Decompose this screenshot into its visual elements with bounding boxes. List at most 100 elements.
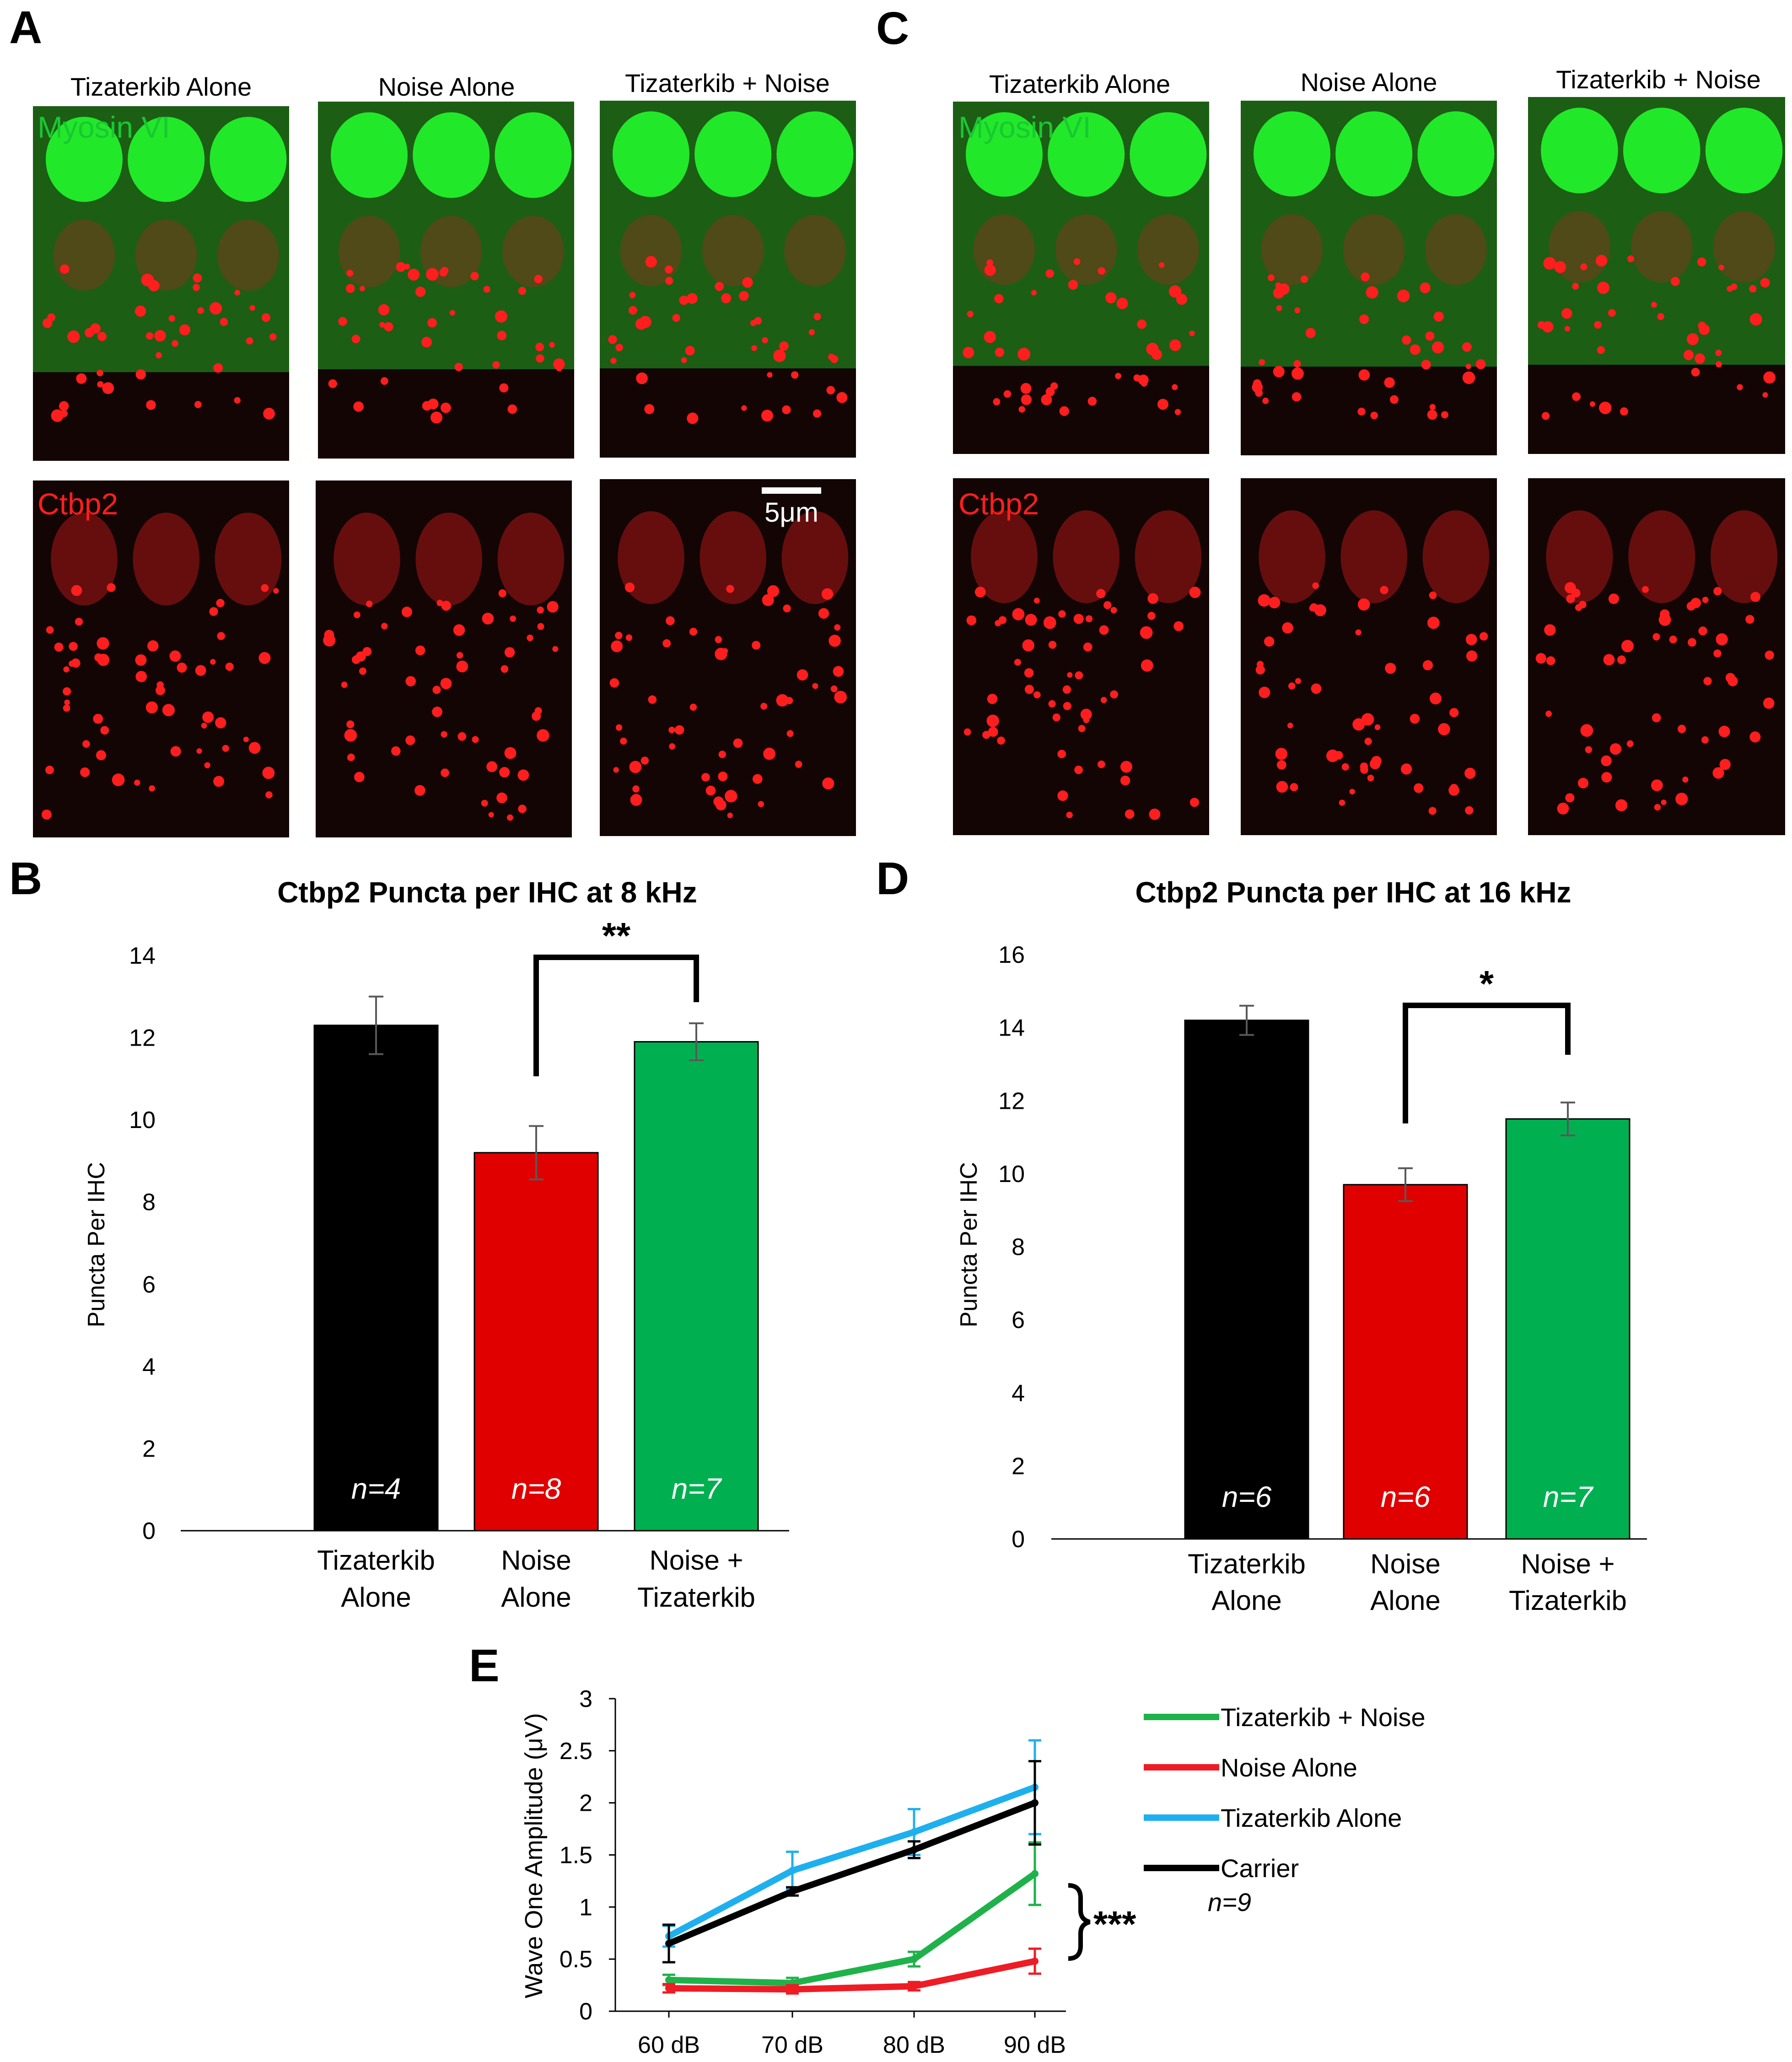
chart-b-category-2-line2: Alone [501,1582,571,1613]
scale-bar [762,487,821,494]
chart-b-ytick-0: 0 [142,1518,156,1544]
micrograph-c3-myosin [1528,97,1785,454]
chart-e-ytick-2.5: 2.5 [560,1738,592,1765]
chart-d-category-2-line2: Alone [1370,1585,1440,1616]
micro-a-title-1: Tizaterkib Alone [70,72,252,101]
chart-e-xtick-2: 70 dB [761,2032,823,2058]
chart-d-bar-label-1: n=6 [1222,1480,1272,1513]
chart-e-point-noise-alone-2 [789,1986,796,1993]
chart-b-bar-label-1: n=4 [351,1472,401,1505]
chart-e-point-tizaterkib-alone-3 [910,1828,918,1836]
micro-a-title-3: Tizaterkib + Noise [625,69,830,97]
chart-e-significance-brace [1068,1883,1091,1961]
chart-e-point-tizaterkib-noise-3 [910,1955,918,1963]
chart-b-ytick-8: 8 [142,1189,156,1216]
micrograph-c1-ctbp2 [953,478,1209,835]
chart-e-ytick-1: 1 [579,1894,592,1921]
chart-e-xtick-1: 60 dB [638,2032,700,2058]
chart-b-category-1-line1: Tizaterkib [317,1545,435,1576]
chart-e-legend-label-tizaterkib-noise: Tizaterkib + Noise [1221,1703,1426,1732]
chart-e-xtick-3: 80 dB [883,2032,945,2058]
chart-b-category-3-line2: Tizaterkib [637,1582,755,1613]
channel-label-c-ctbp2: Ctbp2 [958,487,1039,521]
chart-b-ytick-6: 6 [142,1271,156,1298]
chart-e-line-carrier [667,1800,1036,1947]
chart-d-significance-label: * [1480,963,1494,1004]
chart-b-ytick-2: 2 [142,1436,156,1462]
chart-b-title: Ctbp2 Puncta per IHC at 8 kHz [277,876,697,909]
chart-e-line-tizaterkib-noise [668,1871,1037,1986]
chart-e-ytick-2: 2 [579,1790,592,1817]
chart-b-ytick-10: 10 [129,1107,156,1134]
chart-b-ytick-4: 4 [142,1354,156,1380]
chart-e-point-tizaterkib-noise-1 [665,1976,673,1984]
chart-b-category-1-line2: Alone [341,1582,411,1613]
chart-d-ytick-12: 12 [998,1088,1025,1114]
chart-e-significance-label: *** [1093,1904,1136,1944]
micrograph-a3-myosin [600,101,856,458]
chart-d-category-1-line1: Tizaterkib [1188,1549,1306,1579]
scale-bar-label: 5μm [764,497,818,528]
micrograph-c3-ctbp2 [1528,478,1785,835]
chart-d-ytick-16: 16 [998,942,1025,968]
chart-d-ytick-0: 0 [1012,1526,1025,1553]
chart-e-point-tizaterkib-noise-4 [1031,1870,1039,1878]
chart-d-bar-label-2: n=6 [1381,1480,1431,1513]
chart-d-bar-3 [1505,1118,1631,1540]
chart-e-point-carrier-1 [665,1940,673,1948]
micrograph-c2-ctbp2 [1241,478,1497,835]
panel-letter-d: D [876,853,909,904]
panel-letter-b: B [9,853,43,904]
chart-e-point-noise-alone-3 [910,1982,918,1990]
micrograph-a1-ctbp2 [33,480,289,837]
chart-e-point-carrier-4 [1031,1799,1039,1807]
chart-e-ytick-1.5: 1.5 [560,1842,592,1869]
chart-e-ytick-0: 0 [579,1998,592,2025]
chart-d-ytick-8: 8 [1012,1234,1025,1261]
chart-d-ytick-10: 10 [998,1161,1025,1188]
chart-b-category-3-line1: Noise + [649,1545,743,1576]
chart-d-category-2-line1: Noise [1370,1549,1440,1579]
micrograph-a1-myosin [33,106,289,461]
micro-a-title-2: Noise Alone [378,72,515,101]
chart-d-bar-1 [1184,1020,1309,1540]
chart-e-line-noise-alone [668,1958,1036,1993]
micro-c-title-1: Tizaterkib Alone [989,70,1171,98]
panel-letter-e: E [469,1640,500,1691]
chart-b-bar-1 [313,1025,439,1532]
chart-e-n-label: n=9 [1208,1888,1251,1916]
chart-b-significance-bracket [533,955,699,1076]
chart-b-bar-label-3: n=7 [672,1472,722,1505]
chart-e-legend-label-carrier: Carrier [1221,1854,1299,1883]
chart-e-point-carrier-2 [789,1888,796,1895]
chart-b-ytick-14: 14 [129,943,156,969]
chart-e-xtick-4: 90 dB [1004,2032,1066,2058]
chart-d-ytick-14: 14 [998,1015,1025,1042]
chart-d-ytick-2: 2 [1012,1453,1025,1479]
micrograph-a2-ctbp2 [316,480,572,837]
panel-letter-a: A [9,2,43,53]
chart-d-bar-label-3: n=7 [1543,1480,1594,1513]
channel-label-a-ctbp2: Ctbp2 [38,487,118,521]
chart-e-point-noise-alone-4 [1031,1957,1039,1965]
chart-d-ytick-4: 4 [1012,1380,1025,1407]
chart-e-line-tizaterkib-alone [667,1784,1036,1939]
chart-b-category-2-line1: Noise [501,1545,571,1576]
chart-e-point-tizaterkib-alone-2 [789,1867,796,1874]
chart-d-title: Ctbp2 Puncta per IHC at 16 kHz [1135,876,1571,909]
micrograph-c1-myosin [953,102,1209,454]
chart-e-ytick-0.5: 0.5 [560,1946,592,1973]
channel-label-a-myosin: Myosin VI [38,110,170,144]
chart-e-ytick-3: 3 [579,1686,592,1712]
channel-label-c-myosin: Myosin VI [958,110,1091,144]
chart-b-significance-label: ** [602,915,631,956]
chart-b-bar-3 [634,1041,759,1532]
micrograph-c2-myosin [1241,101,1497,455]
chart-d-significance-bracket [1403,1003,1571,1123]
chart-d-category-3-line1: Noise + [1521,1549,1614,1579]
chart-b-ytick-12: 12 [129,1025,156,1052]
micro-c-title-3: Tizaterkib + Noise [1556,65,1761,94]
chart-e-point-carrier-3 [910,1846,918,1854]
chart-b-ylabel: Puncta Per IHC [83,1162,110,1327]
